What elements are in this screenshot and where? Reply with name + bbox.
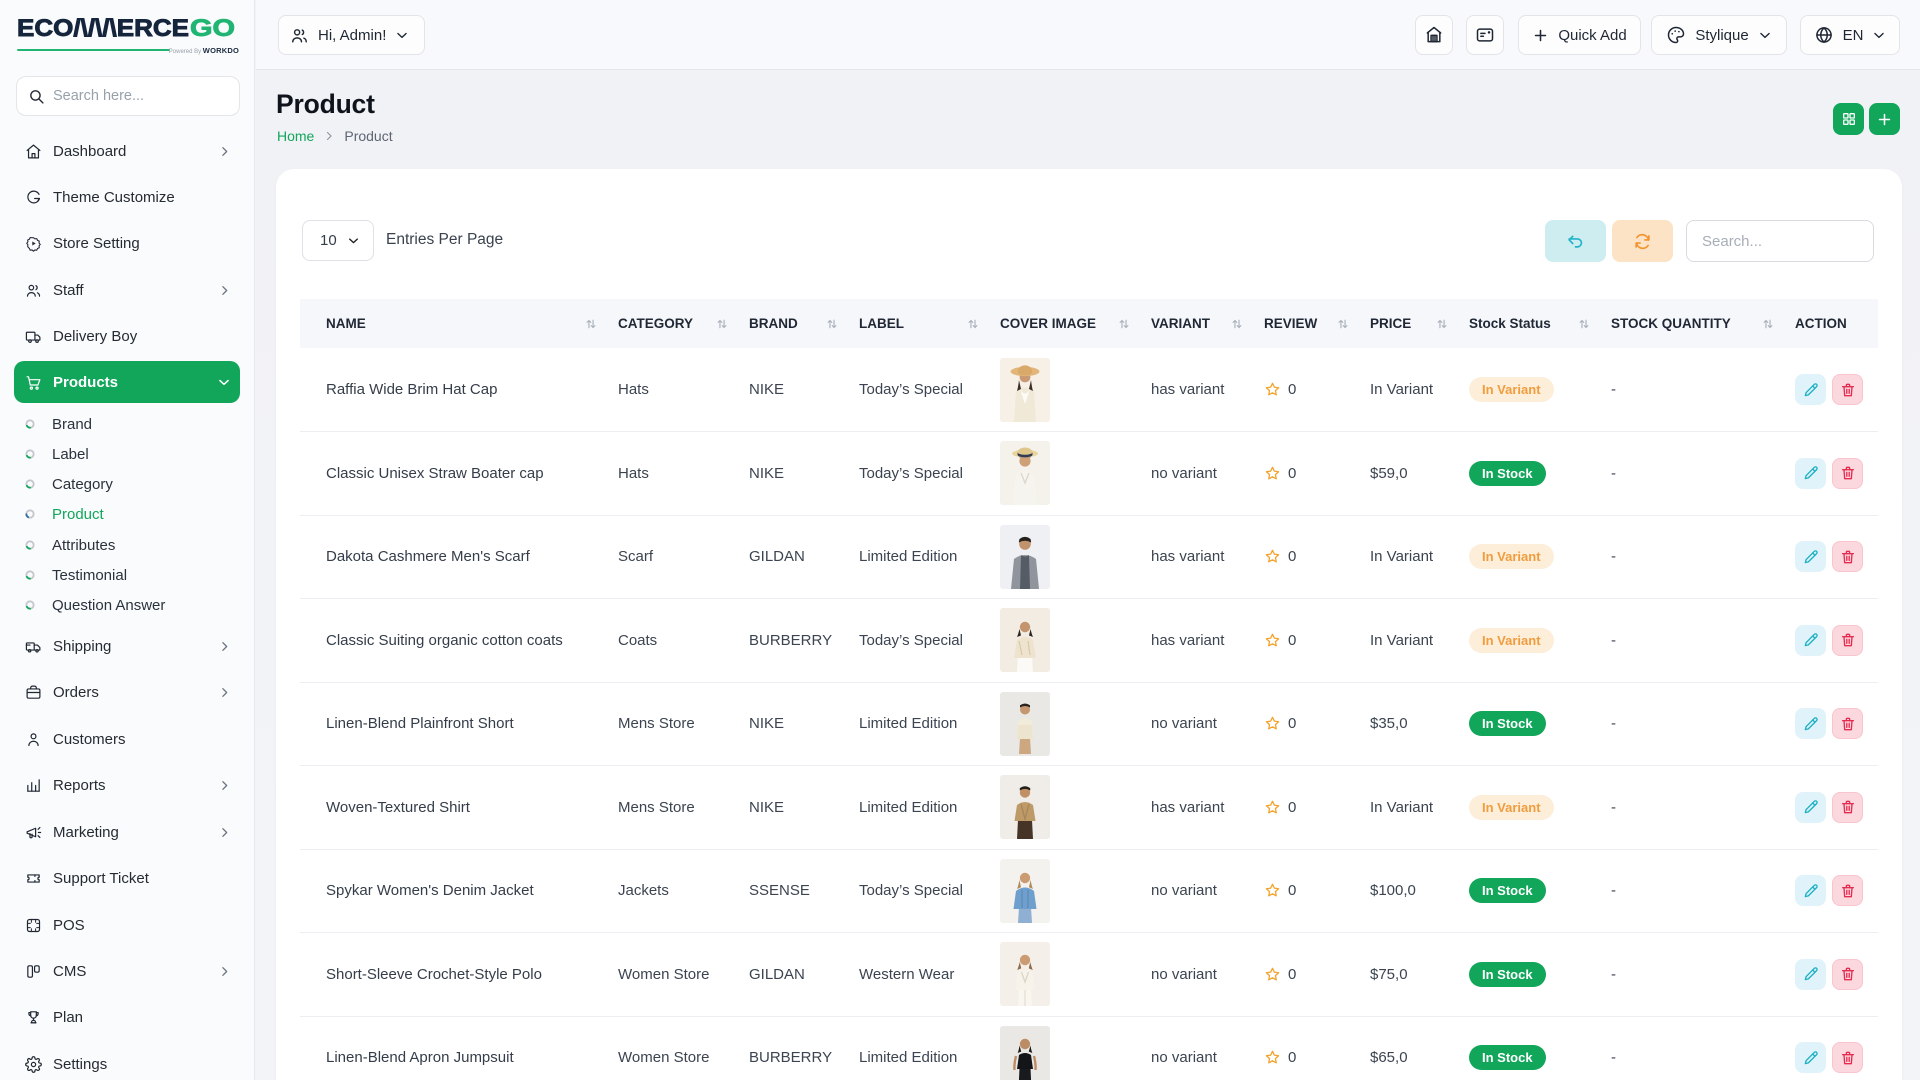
svg-text:GO: GO [190, 15, 235, 41]
svg-text:ECO/\/\/\ERCE: ECO/\/\/\ERCE [17, 15, 189, 41]
